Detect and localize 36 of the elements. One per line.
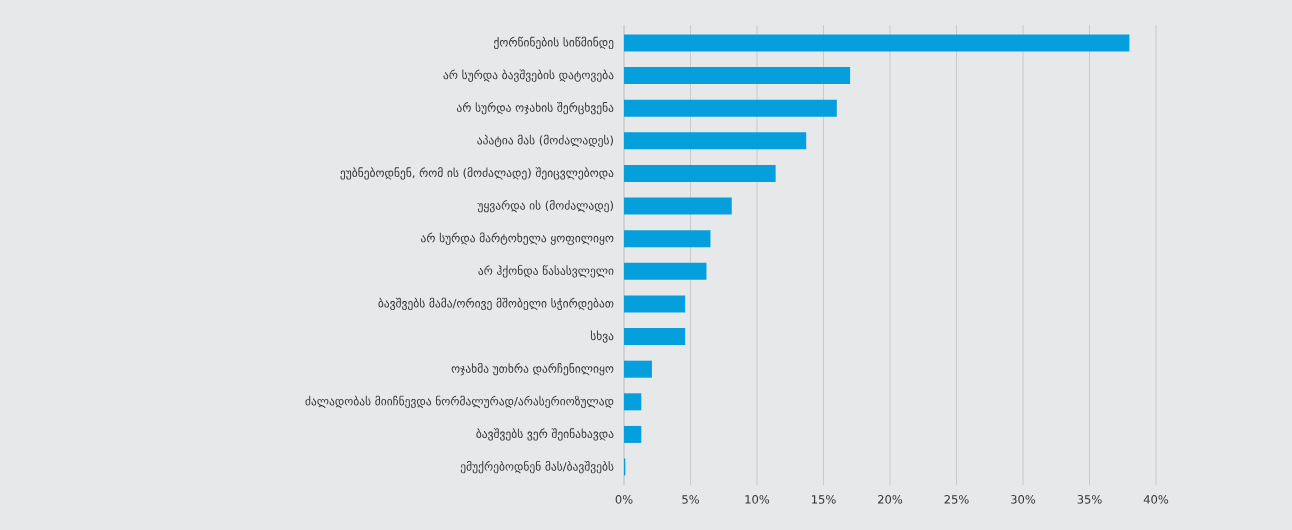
y-tick-label: ეუბნებოდნენ, რომ ის (მოძალადე) შეიცვლებოდა [340, 167, 614, 180]
y-tick-label: ბავშვებს მამა/ორივე მშობელი სჭირდებათ [378, 297, 614, 311]
x-tick-label: 0% [615, 495, 633, 504]
x-tick-label: 30% [1011, 495, 1036, 504]
bar [624, 295, 686, 313]
y-tick-label: ქორწინების სიწმინდე [494, 36, 614, 50]
y-tick-label: არ სურდა მარტოხელა ყოფილიყო [421, 232, 614, 245]
y-tick-label: სხვა [590, 330, 614, 343]
y-tick-label: ემუქრებოდნენ მას/ბავშვებს [460, 460, 614, 474]
x-tick-label: 40% [1143, 495, 1169, 504]
bar [624, 34, 1130, 52]
bar [624, 230, 711, 248]
y-tick-label: არ სურდა ბავშვების დატოვება [443, 69, 614, 82]
bar [624, 328, 686, 346]
y-tick-label: ძალადობას მიიჩნევდა ნორმალურად/არასერიოზულად [305, 395, 614, 408]
x-tick-label: 10% [745, 495, 770, 504]
y-tick-label: არ სურდა ოჯახის შერცხვენა [456, 102, 614, 115]
bar [624, 197, 732, 215]
bar [624, 67, 851, 85]
bar [624, 360, 652, 378]
y-tick-label: ბავშვებს ვერ შეინახავდა [476, 428, 614, 441]
x-tick-label: 25% [944, 495, 969, 504]
x-tick-label: 15% [812, 495, 836, 504]
y-tick-label: აპატია მას (მოძალადეს) [477, 134, 613, 147]
bar [624, 132, 807, 150]
bar [624, 425, 642, 443]
y-tick-label: არ ჰქონდა წასასვლელი [478, 265, 614, 278]
y-tick-label: უყვარდა ის (მოძალადე) [477, 199, 613, 213]
x-tick-label: 5% [682, 495, 699, 504]
bar [624, 262, 707, 280]
x-tick-label: 20% [878, 495, 903, 504]
bar [624, 99, 837, 117]
bar [624, 164, 776, 182]
x-tick-label: 35% [1077, 495, 1102, 504]
bar [624, 393, 642, 411]
y-tick-label: ოჯახმა უთხრა დარჩენილიყო [451, 363, 614, 376]
